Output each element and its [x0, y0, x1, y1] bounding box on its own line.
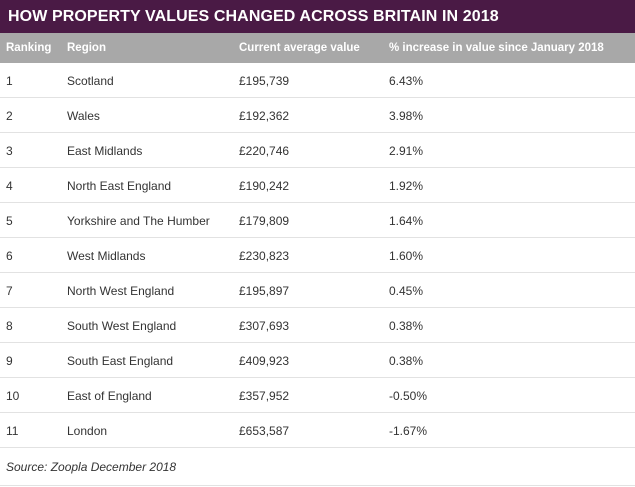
table-row: 11 London £653,587 -1.67% [0, 413, 635, 448]
cell-ranking: 9 [6, 354, 13, 368]
cell-region: East Midlands [67, 144, 143, 158]
title-bar: HOW PROPERTY VALUES CHANGED ACROSS BRITA… [0, 0, 635, 33]
cell-ranking: 4 [6, 179, 13, 193]
cell-region: East of England [67, 389, 152, 403]
cell-ranking: 11 [6, 424, 19, 438]
cell-ranking: 10 [6, 389, 20, 403]
cell-ranking: 5 [6, 214, 13, 228]
table-row: 3 East Midlands £220,746 2.91% [0, 133, 635, 168]
cell-percent-increase: 6.43% [389, 74, 424, 88]
cell-current-average-value: £409,923 [239, 354, 290, 368]
table-header: Ranking Region Current average value % i… [0, 33, 635, 63]
cell-region: Scotland [67, 74, 114, 88]
table-title: HOW PROPERTY VALUES CHANGED ACROSS BRITA… [8, 7, 499, 25]
cell-percent-increase: 3.98% [389, 109, 424, 123]
cell-percent-increase: 1.60% [389, 249, 424, 263]
cell-current-average-value: £653,587 [239, 424, 290, 438]
cell-current-average-value: £195,897 [239, 284, 290, 298]
cell-percent-increase: 0.45% [389, 284, 424, 298]
table-row: 4 North East England £190,242 1.92% [0, 168, 635, 203]
cell-percent-increase: 1.64% [389, 214, 424, 228]
table-body: 1 Scotland £195,739 6.43% 2 Wales £192,362 3.98… [0, 63, 635, 448]
table-row: 10 East of England £357,952 -0.50% [0, 378, 635, 413]
cell-current-average-value: £192,362 [239, 109, 290, 123]
cell-region: West Midlands [67, 249, 146, 263]
cell-percent-increase: 0.38% [389, 319, 424, 333]
cell-percent-increase: 2.91% [389, 144, 424, 158]
table-row: 9 South East England £409,923 0.38% [0, 343, 635, 378]
header-region: Region [67, 42, 106, 54]
cell-current-average-value: £357,952 [239, 389, 290, 403]
cell-region: Wales [67, 109, 100, 123]
header-percent-increase: % increase in value since January 2018 [389, 42, 604, 54]
table-row: 8 South West England £307,693 0.38% [0, 308, 635, 343]
cell-region: Yorkshire and The Humber [67, 214, 210, 228]
cell-percent-increase: -1.67% [389, 424, 428, 438]
header-current-average-value: Current average value [239, 42, 360, 54]
bottom-divider [0, 485, 635, 486]
cell-current-average-value: £195,739 [239, 74, 290, 88]
cell-current-average-value: £190,242 [239, 179, 290, 193]
cell-ranking: 8 [6, 319, 13, 333]
table-row: 6 West Midlands £230,823 1.60% [0, 238, 635, 273]
cell-ranking: 1 [6, 74, 13, 88]
cell-percent-increase: -0.50% [389, 389, 428, 403]
cell-percent-increase: 1.92% [389, 179, 424, 193]
source-note: Source: Zoopla December 2018 [6, 460, 177, 474]
cell-current-average-value: £307,693 [239, 319, 290, 333]
table-row: 5 Yorkshire and The Humber £179,809 1.64% [0, 203, 635, 238]
cell-region: South East England [67, 354, 174, 368]
cell-current-average-value: £230,823 [239, 249, 290, 263]
cell-ranking: 3 [6, 144, 13, 158]
cell-ranking: 6 [6, 249, 13, 263]
table-row: 1 Scotland £195,739 6.43% [0, 63, 635, 98]
table-row: 2 Wales £192,362 3.98% [0, 98, 635, 133]
table-row: 7 North West England £195,897 0.45% [0, 273, 635, 308]
cell-region: London [67, 424, 108, 438]
cell-ranking: 7 [6, 284, 13, 298]
cell-current-average-value: £220,746 [239, 144, 290, 158]
cell-ranking: 2 [6, 109, 13, 123]
header-ranking: Ranking [6, 42, 52, 54]
cell-percent-increase: 0.38% [389, 354, 424, 368]
cell-region: North West England [67, 284, 175, 298]
cell-region: North East England [67, 179, 172, 193]
cell-region: South West England [67, 319, 177, 333]
cell-current-average-value: £179,809 [239, 214, 290, 228]
